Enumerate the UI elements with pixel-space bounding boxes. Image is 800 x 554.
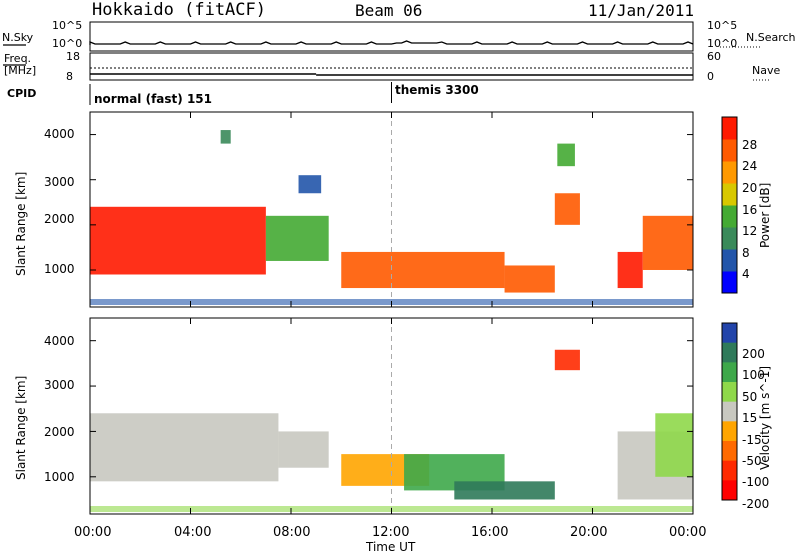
power-panel-region-4 — [554, 193, 580, 225]
velocity-panel-region-7 — [655, 413, 693, 477]
freq-label: Freq. — [4, 52, 32, 65]
beam-title: Beam 06 — [355, 1, 423, 20]
power-panel-colorbar-frame — [721, 116, 738, 294]
cb2-tick-15: 15 — [742, 411, 758, 425]
cb1-tick-8: 8 — [742, 246, 750, 260]
velocity-panel-colorbar-swatch-5 — [722, 421, 737, 442]
velocity-panel-colorbar-swatch-6 — [722, 441, 737, 462]
power-panel-region-5 — [557, 143, 575, 167]
nave-bottom: 0 — [707, 70, 714, 83]
nsky-scale-top: 10^5 — [52, 19, 83, 32]
nsky-label: N.Sky — [2, 31, 34, 44]
xtick-1200: 12:00 — [372, 525, 410, 540]
power-panel-colorbar-swatch-3 — [722, 205, 737, 228]
cb1-tick-28: 28 — [742, 138, 758, 152]
xtick-0000: 00:00 — [74, 525, 112, 540]
xtick-1600: 16:00 — [471, 525, 509, 540]
p2-ytick-3000: 3000 — [44, 378, 75, 392]
power-panel-colorbar-swatch-4 — [722, 183, 737, 206]
date-title: 11/Jan/2011 — [588, 1, 694, 20]
nsky-scale-bottom: 10^0 — [52, 37, 83, 50]
xtick-0800: 08:00 — [273, 525, 311, 540]
velocity-panel-region-1 — [278, 431, 329, 468]
xtick-0400: 04:00 — [174, 525, 212, 540]
cb1-tick-4: 4 — [742, 267, 750, 281]
cb2-tick-200: 200 — [742, 347, 765, 361]
velocity-panel-region-4 — [454, 481, 555, 500]
nsky-trace — [89, 40, 694, 45]
power-panel-colorbar-swatch-7 — [722, 117, 737, 140]
velocity-panel-colorbar-swatch-4 — [722, 401, 737, 422]
xtick-2000: 20:00 — [570, 525, 608, 540]
cb2-tick-50: 50 — [742, 390, 758, 404]
power-panel-region-6 — [617, 251, 643, 289]
nsky-panel — [89, 21, 694, 52]
p2-ylabel: Slant Range [km] — [14, 375, 28, 480]
cpid-themis: themis 3300 — [395, 83, 479, 97]
cb1-label: Power [dB] — [758, 182, 772, 248]
velocity-panel-colorbar-frame — [721, 322, 738, 501]
p2-ytick-4000: 4000 — [44, 334, 75, 348]
xaxis-label: Time UT — [366, 540, 416, 554]
velocity-panel-colorbar-swatch-8 — [722, 480, 737, 501]
cb2-tick-m50: -50 — [742, 454, 762, 468]
nave-label: Nave — [752, 64, 781, 77]
velocity-panel-colorbar-swatch-1 — [722, 342, 737, 363]
cb1-tick-20: 20 — [742, 181, 758, 195]
velocity-panel-colorbar-swatch-3 — [722, 382, 737, 403]
freq-panel — [89, 52, 694, 81]
velocity-panel-colorbar-swatch-7 — [722, 460, 737, 481]
cb2-label: Velocity [m s^-1] — [758, 365, 772, 470]
p1-ytick-4000: 4000 — [44, 127, 75, 141]
cb1-tick-16: 16 — [742, 203, 758, 217]
p2-ytick-2000: 2000 — [44, 425, 75, 439]
cb2-tick-m15: -15 — [742, 433, 762, 447]
cb2-tick-100: 100 — [742, 368, 765, 382]
nsearch-scale-bottom: 10^0 — [707, 37, 738, 50]
xtick-2400: 00:00 — [669, 525, 707, 540]
nave-top: 60 — [707, 50, 721, 63]
cb1-tick-12: 12 — [742, 224, 758, 238]
velocity-panel-colorbar-swatch-2 — [722, 362, 737, 383]
velocity-panel-region-0 — [90, 413, 279, 482]
power-panel-region-1 — [265, 215, 329, 261]
cb2-tick-m100: -100 — [742, 475, 770, 489]
nsearch-label: N.Search — [746, 31, 796, 44]
power-panel-region-2 — [341, 251, 505, 289]
velocity-panel-region-5 — [554, 349, 580, 371]
p1-ytick-3000: 3000 — [44, 175, 75, 189]
cpid-normal: normal (fast) 151 — [94, 92, 212, 106]
p1-ylabel: Slant Range [km] — [14, 171, 28, 276]
power-panel-colorbar-swatch-1 — [722, 249, 737, 272]
power-panel-colorbar-swatch-5 — [722, 161, 737, 184]
velocity-panel-colorbar-swatch-0 — [722, 323, 737, 344]
p2-ytick-1000: 1000 — [44, 470, 75, 484]
power-panel-region-7 — [642, 215, 693, 270]
p1-ytick-1000: 1000 — [44, 262, 75, 276]
freq-top: 18 — [66, 50, 80, 63]
power-panel-region-3 — [504, 265, 555, 293]
cb2-tick-m200: -200 — [742, 497, 770, 511]
station-title: Hokkaido (fitACF) — [92, 0, 266, 20]
freq-unit-label: [MHz] — [4, 64, 37, 77]
power-panel-colorbar-swatch-2 — [722, 227, 737, 250]
power-panel-region-0 — [90, 206, 266, 275]
power-panel-region-8 — [220, 130, 231, 144]
power-panel-region-9 — [298, 175, 322, 194]
p1-ytick-2000: 2000 — [44, 212, 75, 226]
nsearch-scale-top: 10^5 — [707, 19, 738, 32]
power-panel-colorbar-swatch-6 — [722, 139, 737, 162]
cb1-tick-24: 24 — [742, 159, 758, 173]
cpid-label: CPID — [7, 87, 37, 100]
freq-bottom: 8 — [66, 70, 73, 83]
power-panel-colorbar-swatch-0 — [722, 271, 737, 294]
